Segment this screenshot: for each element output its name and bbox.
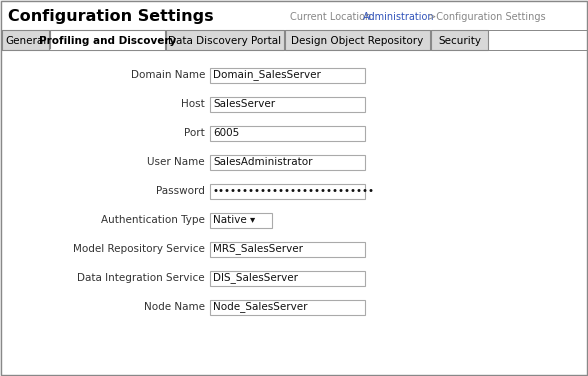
Bar [210,300,365,314]
Bar [50,30,165,50]
Text: Model Repository Service: Model Repository Service [73,244,205,254]
Bar [210,68,365,82]
Text: General: General [5,35,46,45]
Text: Data Discovery Portal: Data Discovery Portal [168,35,282,45]
Bar [2,30,49,50]
Bar [210,126,365,141]
Text: Configuration Settings: Configuration Settings [8,9,213,24]
Text: DIS_SalesServer: DIS_SalesServer [213,273,298,284]
Text: Domain Name: Domain Name [131,70,205,80]
Text: Node Name: Node Name [144,302,205,312]
Text: MRS_SalesServer: MRS_SalesServer [213,244,303,255]
Text: >Configuration Settings: >Configuration Settings [425,12,546,22]
Bar [285,30,430,50]
Text: Data Integration Service: Data Integration Service [78,273,205,283]
Text: •••••••••••••••••••••••••••: ••••••••••••••••••••••••••• [213,186,375,196]
Bar [210,155,365,170]
Bar [210,97,365,112]
Text: Node_SalesServer: Node_SalesServer [213,302,308,312]
Bar [431,30,488,50]
Text: Domain_SalesServer: Domain_SalesServer [213,70,321,80]
Text: Design Object Repository: Design Object Repository [292,35,423,45]
Bar [210,270,365,285]
Bar [166,30,284,50]
Text: SalesAdministrator: SalesAdministrator [213,157,312,167]
Text: User Name: User Name [148,157,205,167]
Text: SalesServer: SalesServer [213,99,275,109]
Text: Native ▾: Native ▾ [213,215,255,225]
Text: Security: Security [438,35,481,45]
Text: Authentication Type: Authentication Type [101,215,205,225]
Text: Current Location:: Current Location: [290,12,377,22]
Bar [210,212,272,227]
Text: Port: Port [184,128,205,138]
Bar [210,183,365,199]
Text: Profiling and Discovery: Profiling and Discovery [39,35,176,45]
Text: 6005: 6005 [213,128,239,138]
Bar [210,241,365,256]
Text: Administration: Administration [363,12,435,22]
Text: Password: Password [156,186,205,196]
Text: Host: Host [181,99,205,109]
